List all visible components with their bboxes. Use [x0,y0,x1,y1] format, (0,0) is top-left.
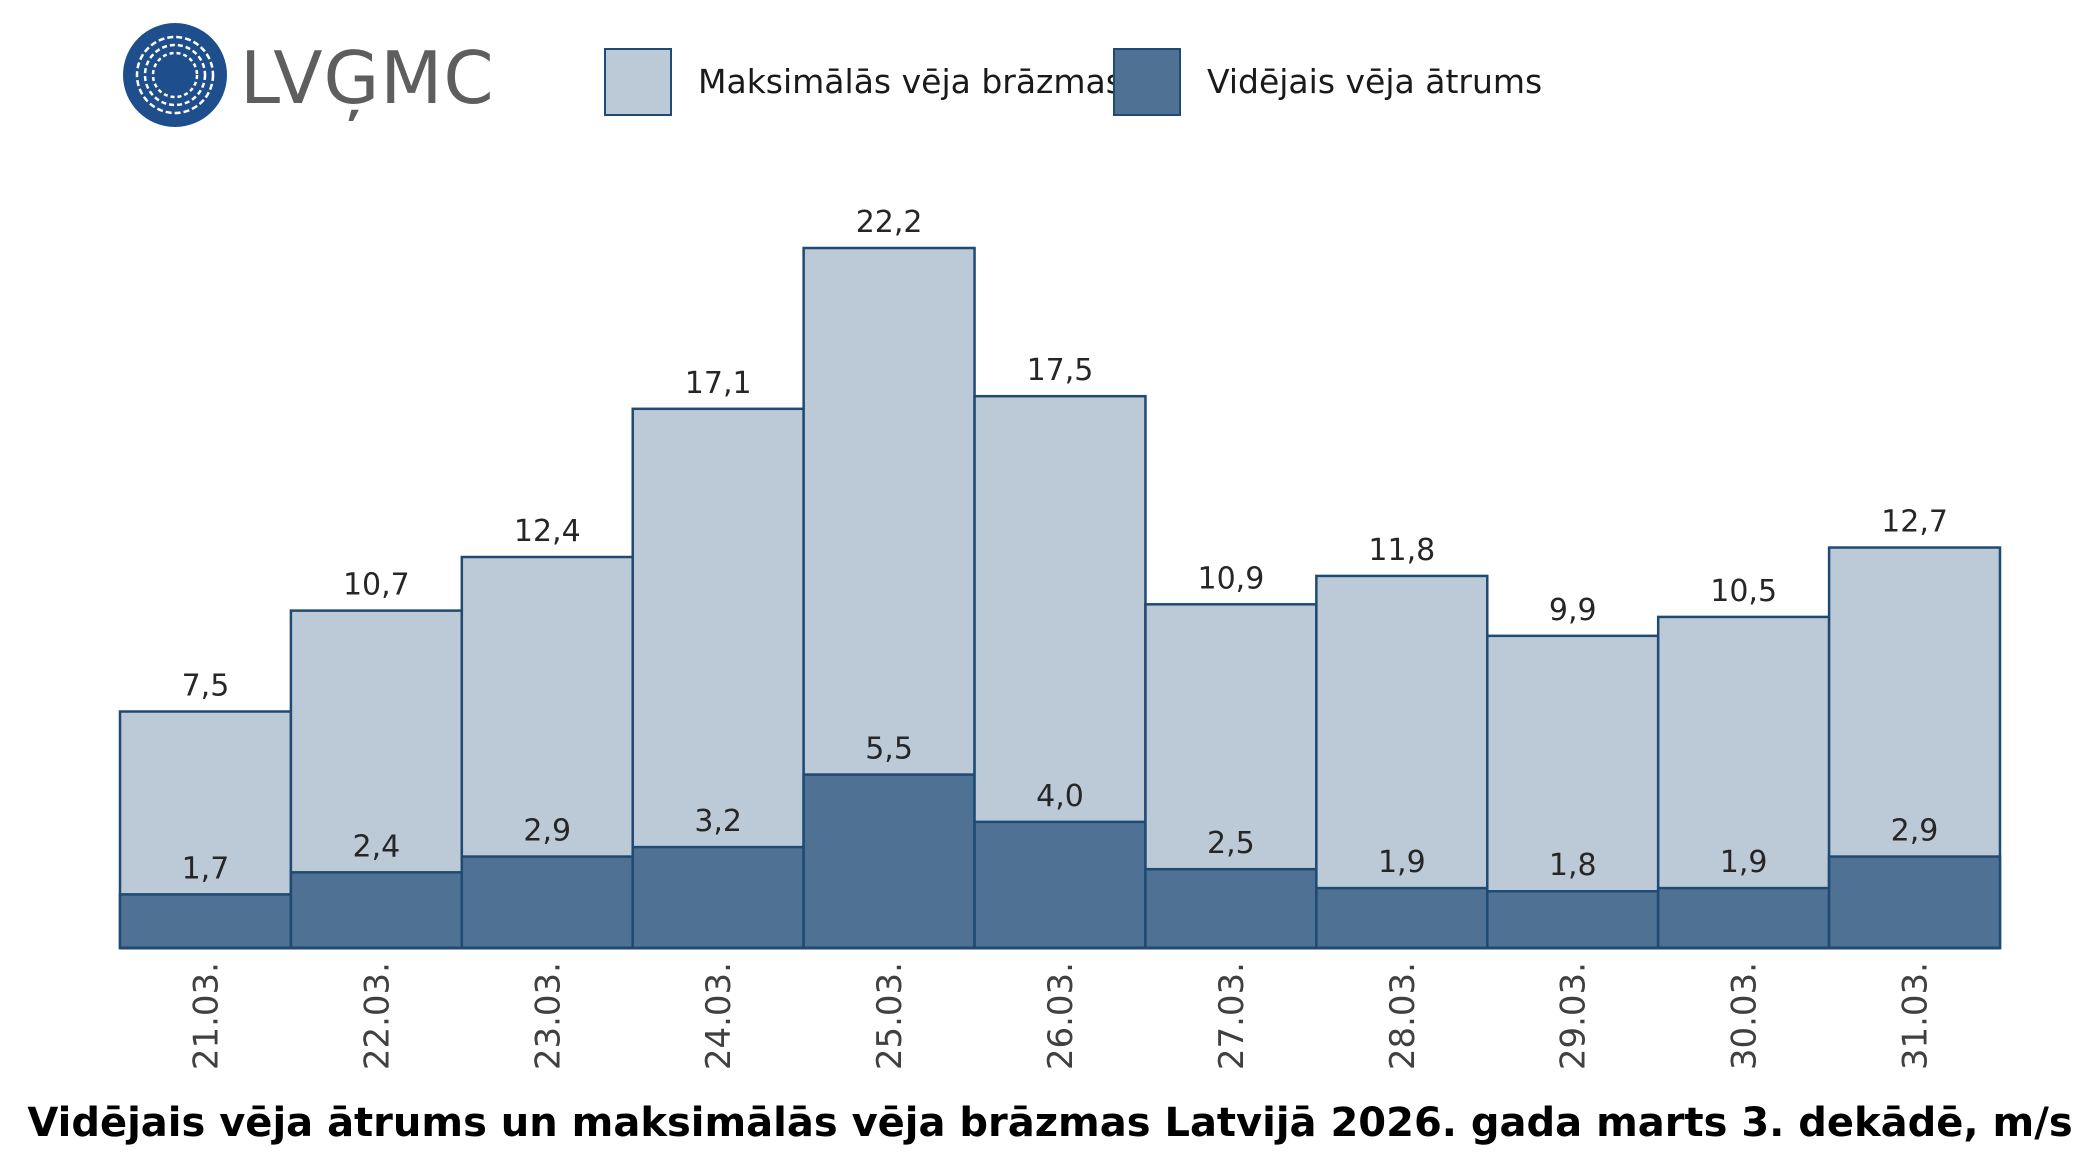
x-tick-label: 31.03. [1896,962,1936,1070]
data-label-avg-speed: 1,9 [1720,845,1768,880]
chart-title: Vidējais vēja ātrums un maksimālās vēja … [27,1100,2073,1146]
x-tick-label: 22.03. [357,962,397,1070]
data-label-avg-speed: 2,9 [1891,814,1939,849]
bar-avg-speed [631,845,805,950]
data-label-avg-speed: 1,7 [182,851,230,886]
bar-avg-speed [1827,855,2002,950]
bar-avg-speed [118,893,293,950]
x-tick-label: 26.03. [1041,962,1081,1070]
data-label-avg-speed: 1,8 [1549,848,1597,883]
data-label-avg-speed: 2,5 [1207,826,1255,861]
x-tick-label: 23.03. [528,962,568,1070]
data-label-max-gusts: 12,4 [514,514,581,549]
logo-text: LVĢMC [240,36,495,120]
legend-swatch-max-gusts [604,48,672,116]
x-tick-label: 28.03. [1383,962,1423,1070]
data-label-max-gusts: 12,7 [1881,505,1948,540]
data-label-avg-speed: 3,2 [694,804,742,839]
bar-avg-speed [802,773,976,950]
data-label-max-gusts: 7,5 [182,669,230,704]
bar-avg-speed [973,820,1147,950]
legend-label-avg-speed: Vidējais vēja ātrums [1207,62,1543,101]
legend-swatch-avg-speed [1113,48,1181,116]
data-label-avg-speed: 2,4 [353,829,401,864]
logo-globe-icon [123,23,227,127]
data-label-max-gusts: 10,7 [343,568,410,603]
data-label-max-gusts: 17,5 [1027,353,1094,388]
x-tick-label: 24.03. [699,962,739,1070]
data-label-max-gusts: 9,9 [1549,593,1597,628]
bar-avg-speed [1315,886,1489,950]
data-label-avg-speed: 4,0 [1036,779,1084,814]
data-label-max-gusts: 17,1 [685,366,752,401]
data-label-max-gusts: 10,9 [1198,561,1265,596]
logo [120,20,480,130]
x-tick-label: 25.03. [870,962,910,1070]
legend-label-max-gusts: Maksimālās vēja brāzmas [698,62,1123,101]
x-tick-label: 30.03. [1725,962,1765,1070]
x-tick-label: 29.03. [1554,962,1594,1070]
data-label-max-gusts: 11,8 [1368,533,1435,568]
x-tick-label: 27.03. [1212,962,1252,1070]
data-label-max-gusts: 22,2 [856,205,923,240]
data-label-avg-speed: 2,9 [523,814,571,849]
data-label-avg-speed: 5,5 [865,732,913,767]
bar-avg-speed [1656,886,1831,950]
x-tick-label: 21.03. [186,962,226,1070]
data-label-avg-speed: 1,9 [1378,845,1426,880]
bar-max-gusts [1315,574,1489,950]
bar-avg-speed [289,871,464,950]
data-label-max-gusts: 10,5 [1710,574,1777,609]
bar-avg-speed [1486,889,1660,950]
bar-avg-speed [1144,867,1318,950]
bar-avg-speed [460,855,634,950]
